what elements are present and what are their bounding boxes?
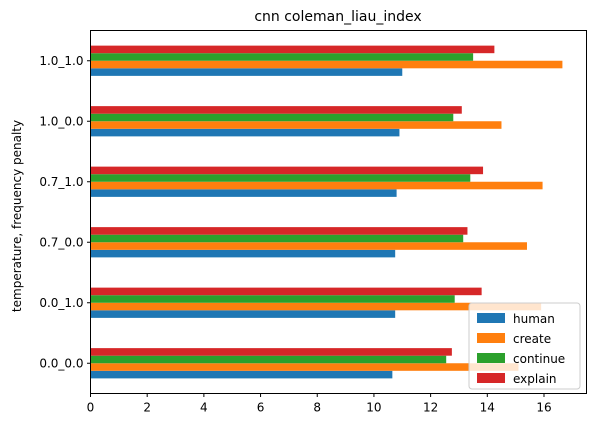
legend: human create continue explain [468,302,581,390]
legend-label-human: human [513,312,555,326]
bar-continue-0.0_1.0 [90,295,455,303]
x-axis: 0 2 4 6 8 10 12 14 16 [87,393,552,415]
x-tick-label: 6 [257,401,265,415]
y-axis-label: temperature, frequency penalty [10,120,24,312]
bar-create-1.0_0.0 [90,121,502,129]
bar-continue-1.0_0.0 [90,113,454,122]
bar-create-0.0_1.0 [90,302,542,311]
x-tick-label: 2 [143,401,151,415]
bar-explain-1.0_0.0 [90,106,462,114]
x-tick-label: 16 [536,401,551,415]
x-tick-label: 0 [87,401,95,415]
legend-swatch-explain [477,373,505,383]
bar-continue-1.0_1.0 [90,53,474,61]
bar-create-0.7_0.0 [90,242,527,250]
x-tick-label: 4 [200,401,208,415]
legend-label-continue: continue [513,352,565,366]
y-tick-label: 0.0_0.0 [39,356,83,370]
bar-create-1.0_1.0 [90,60,563,69]
y-tick-label: 1.0_0.0 [39,114,83,128]
x-tick-label: 10 [366,401,381,415]
bar-continue-0.7_1.0 [90,174,471,182]
legend-label-explain: explain [513,372,557,386]
bar-human-1.0_0.0 [90,128,400,137]
x-tick-label: 14 [480,401,495,415]
bar-explain-1.0_1.0 [90,45,495,54]
y-tick-label: 1.0_1.0 [39,54,83,68]
legend-box [468,302,581,390]
bar-explain-0.0_0.0 [90,348,452,356]
bars-group [90,45,563,379]
legend-label-create: create [513,332,551,346]
bar-create-0.7_1.0 [90,181,543,190]
bar-human-0.0_0.0 [90,370,393,379]
legend-swatch-create [477,333,505,343]
bar-human-1.0_1.0 [90,68,403,76]
bar-continue-0.7_0.0 [90,234,464,243]
x-tick-label: 8 [313,401,321,415]
chart-title: cnn coleman_liau_index [254,9,421,25]
legend-swatch-human [477,313,505,323]
bar-human-0.7_1.0 [90,189,397,197]
bar-explain-0.7_0.0 [90,227,468,235]
bar-explain-0.0_1.0 [90,287,482,296]
bar-create-0.0_0.0 [90,363,519,371]
bar-human-0.0_1.0 [90,310,396,318]
y-axis: 0.0_0.0 0.0_1.0 0.7_0.0 0.7_1.0 1.0_0.0 1.0_1… [39,54,91,370]
y-tick-label: 0.0_1.0 [39,296,83,310]
bar-continue-0.0_0.0 [90,355,447,364]
x-tick-label: 12 [423,401,438,415]
y-tick-label: 0.7_1.0 [39,175,83,189]
plot-frame [90,30,587,394]
bar-human-0.7_0.0 [90,249,396,258]
y-tick-label: 0.7_0.0 [39,235,83,249]
bar-explain-0.7_1.0 [90,166,484,175]
legend-swatch-continue [477,353,505,363]
